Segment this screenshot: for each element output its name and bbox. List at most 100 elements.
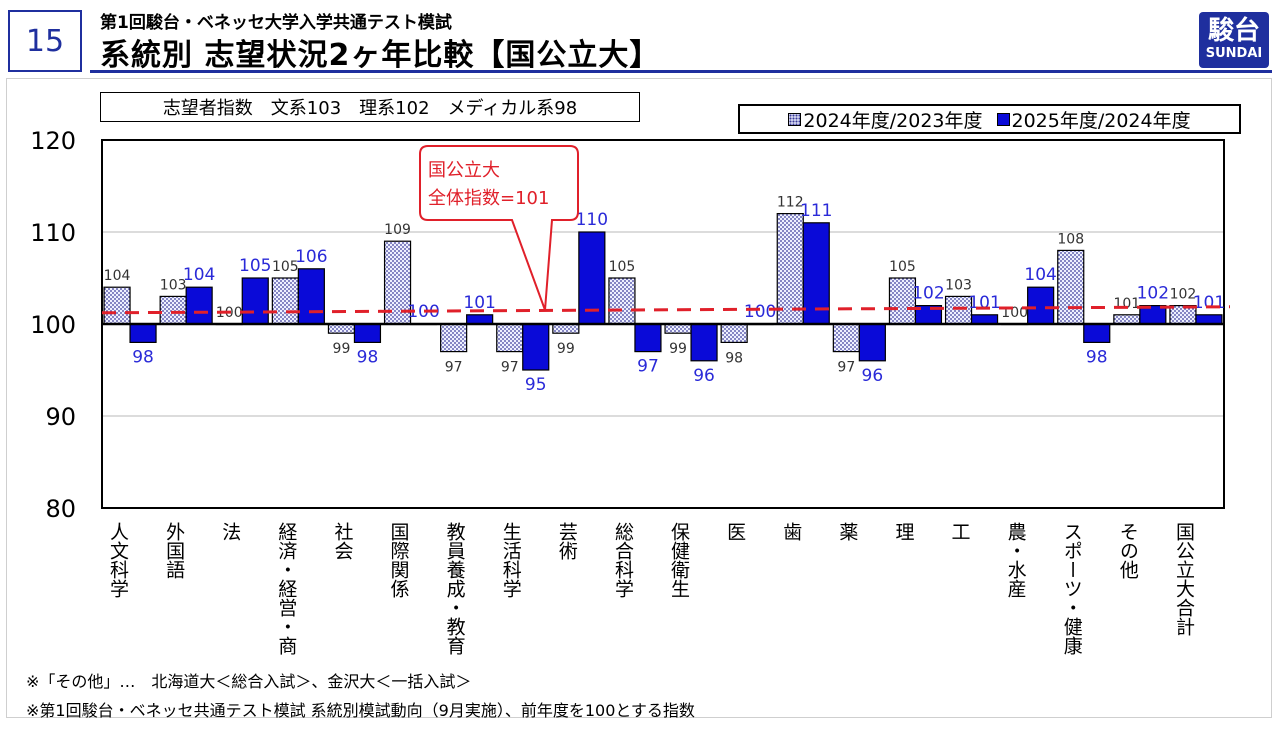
data-label: 96: [862, 366, 884, 386]
y-tick-label: 100: [30, 311, 76, 339]
chart-legend: 2024年度/2023年度 2025年度/2024年度: [738, 104, 1241, 134]
reference-line-101: [101, 305, 1231, 315]
data-label: 97: [501, 360, 519, 376]
data-label: 101: [1193, 293, 1225, 313]
data-label: 105: [889, 259, 916, 275]
bar-2025-vs-2024: [1195, 314, 1223, 325]
data-label: 108: [1057, 231, 1084, 247]
legend-label-series1: 2024年度/2023年度: [803, 109, 983, 132]
data-label: 98: [1086, 347, 1108, 367]
data-label: 106: [295, 247, 327, 267]
x-category-label: 社会: [331, 522, 353, 560]
applicant-index-box: 志望者指数 文系103 理系102 メディカル系98: [100, 92, 640, 122]
x-category-label: 薬: [836, 522, 858, 541]
x-category-label: その他: [1117, 522, 1139, 579]
bar-2025-vs-2024: [129, 323, 157, 343]
x-category-label: 理: [892, 522, 914, 541]
bar-2025-vs-2024: [1083, 323, 1111, 343]
data-label: 103: [945, 277, 972, 293]
data-label: 101: [463, 293, 495, 313]
bar-2024-vs-2023: [1113, 314, 1141, 325]
x-category-label: 工: [949, 522, 971, 541]
bar-2025-vs-2024: [858, 323, 886, 362]
data-label: 112: [777, 195, 804, 211]
data-label: 105: [609, 259, 636, 275]
bar-2024-vs-2023: [776, 213, 804, 325]
data-label: 98: [725, 350, 743, 366]
data-label: 101: [968, 293, 1000, 313]
bar-2024-vs-2023: [720, 323, 748, 343]
data-label: 99: [669, 341, 687, 357]
legend-label-series2: 2025年度/2024年度: [1011, 109, 1191, 132]
x-category-label: 総合科学: [612, 522, 634, 598]
bar-2024-vs-2023: [1057, 249, 1085, 325]
data-label: 97: [445, 360, 463, 376]
footnote-2: ※第1回駿台・ベネッセ共通テスト模試 系統別模試動向（9月実施）、前年度を100…: [26, 701, 695, 720]
bar-2024-vs-2023: [271, 277, 299, 325]
x-category-label: 国公立大合計: [1173, 522, 1195, 636]
bar-2024-vs-2023: [888, 277, 917, 325]
y-tick-label: 90: [45, 403, 76, 431]
data-label: 102: [1170, 287, 1197, 303]
data-label: 105: [239, 256, 271, 276]
logo-kanji: 駿台: [1207, 16, 1260, 46]
bar-2025-vs-2024: [353, 323, 382, 343]
data-label: 100: [407, 302, 439, 322]
bar-2025-vs-2024: [297, 268, 325, 325]
data-label: 97: [637, 357, 659, 377]
bar-2024-vs-2023: [496, 323, 524, 353]
data-label: 99: [557, 341, 575, 357]
data-label: 109: [384, 222, 411, 238]
legend-item-series2: 2025年度/2024年度: [996, 106, 1191, 133]
data-label: 103: [160, 277, 187, 293]
bar-2024-vs-2023: [552, 323, 580, 334]
callout-bubble: [419, 145, 579, 311]
x-category-label: 国際関係: [388, 522, 410, 598]
bar-2024-vs-2023: [159, 295, 187, 325]
data-label: 110: [576, 210, 608, 230]
x-category-label: 法: [219, 522, 241, 541]
data-label: 104: [1024, 265, 1056, 285]
callout-line-1: 国公立大: [428, 160, 500, 181]
bar-2024-vs-2023: [327, 323, 356, 334]
data-label: 105: [272, 259, 299, 275]
bar-2025-vs-2024: [1027, 286, 1055, 325]
bar-2025-vs-2024: [802, 222, 830, 325]
sundai-logo: 駿台 SUNDAI: [1199, 12, 1269, 68]
x-category-label: 医: [724, 522, 746, 541]
bar-2025-vs-2024: [241, 277, 269, 325]
callout-line-2: 全体指数=101: [428, 188, 549, 209]
bar-2025-vs-2024: [578, 231, 606, 325]
legend-swatch-dotted: [788, 112, 802, 126]
data-label: 104: [183, 265, 215, 285]
y-tick-label: 80: [45, 495, 76, 523]
y-tick-label: 110: [30, 219, 76, 247]
x-category-label: 芸術: [556, 522, 578, 560]
bar-2024-vs-2023: [103, 286, 131, 325]
title-underline: [90, 70, 1272, 73]
logo-text: SUNDAI: [1205, 46, 1263, 61]
data-label: 99: [333, 341, 351, 357]
x-category-label: 人文科学: [107, 522, 129, 598]
bar-2025-vs-2024: [634, 323, 662, 353]
page-title: 系統別 志望状況2ヶ年比較【国公立大】: [100, 38, 661, 73]
bar-2024-vs-2023: [608, 277, 636, 325]
legend-swatch-solid: [996, 112, 1010, 126]
y-tick-label: 120: [30, 127, 76, 155]
bar-2025-vs-2024: [970, 314, 999, 325]
data-label: 95: [525, 375, 547, 395]
slide-number: 15: [8, 10, 82, 72]
data-label: 102: [1137, 284, 1169, 304]
data-label: 98: [132, 347, 154, 367]
data-label: 102: [912, 284, 944, 304]
data-label: 104: [104, 268, 131, 284]
x-category-label: 歯: [780, 522, 802, 541]
bar-2025-vs-2024: [185, 286, 213, 325]
x-category-label: 教員養成・教育: [444, 522, 466, 656]
data-label: 100: [744, 302, 776, 322]
bar-2025-vs-2024: [466, 314, 494, 325]
bar-2024-vs-2023: [944, 295, 973, 325]
content-frame: [6, 78, 1272, 718]
x-category-label: 生活科学: [500, 522, 522, 598]
data-label: 96: [693, 366, 715, 386]
